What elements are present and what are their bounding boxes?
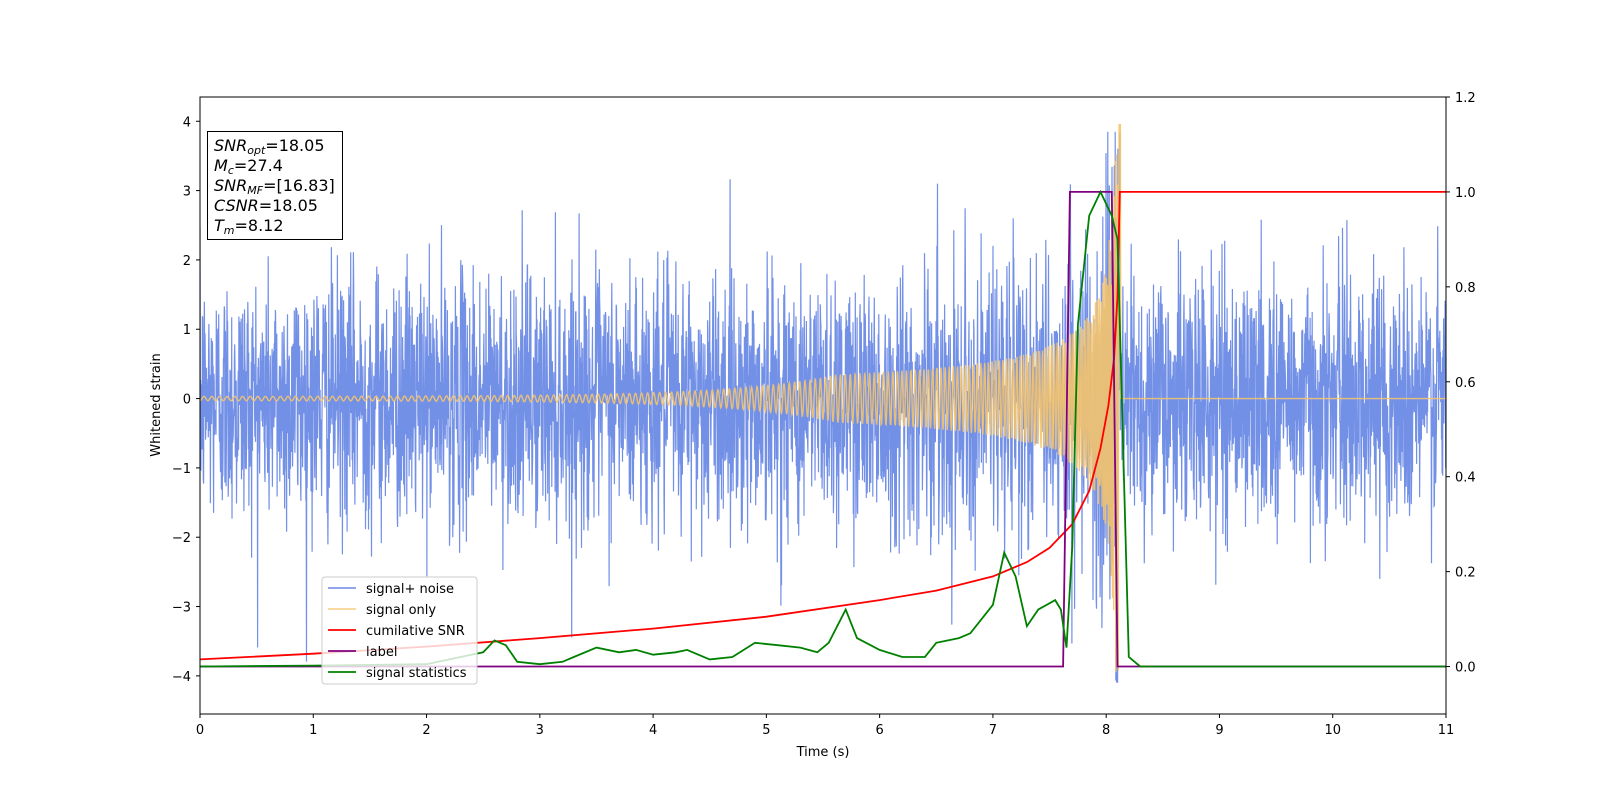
y2-tick-label: 0.2: [1455, 566, 1476, 581]
legend-label-signal-statistics: signal statistics: [366, 666, 467, 681]
y-tick-label: 2: [183, 254, 191, 269]
y-tick-label: −4: [172, 670, 191, 685]
y-axis-label: Whitened strain: [149, 353, 164, 456]
x-tick-label: 7: [989, 723, 997, 738]
axes-frame: [199, 96, 1447, 715]
y2-tick-label: 0.4: [1455, 471, 1476, 486]
series-layer: [200, 124, 1446, 683]
snr-opt-line: SNRopt=18.05: [214, 136, 325, 157]
series-signal-only-line: [200, 124, 1446, 673]
merger-time-line: Tm=8.12: [214, 216, 284, 237]
x-tick-label: 11: [1438, 723, 1455, 738]
x-tick-label: 3: [536, 723, 544, 738]
legend-label-label: label: [366, 645, 397, 660]
x-tick-label: 10: [1324, 723, 1341, 738]
y-tick-label: 0: [183, 393, 191, 408]
y2-tick-label: 1.0: [1455, 186, 1476, 201]
legend-label-signal-noise: signal+ noise: [366, 582, 454, 597]
legend-label-cumilative-snr: cumilative SNR: [366, 624, 465, 639]
y-tick-label: −3: [172, 601, 191, 616]
x-axis-ticks: 0 1 2 3 4 5 6 7 8 9 10 11: [196, 714, 1454, 738]
x-tick-label: 9: [1215, 723, 1223, 738]
csnr-line: CSNR=18.05: [214, 196, 318, 215]
y-axis-ticks: 4 3 2 1 0 −1 −2 −3 −4: [172, 115, 200, 685]
y2-tick-label: 0.6: [1455, 376, 1476, 391]
x-tick-label: 1: [309, 723, 317, 738]
x-tick-label: 4: [649, 723, 657, 738]
legend: signal+ noise signal only cumilative SNR la…: [321, 576, 478, 685]
x-tick-label: 8: [1102, 723, 1110, 738]
y2-tick-label: 0.8: [1455, 281, 1476, 296]
snr-mf-line: SNRMF=[16.83]: [214, 176, 335, 197]
x-axis-label: Time (s): [796, 745, 850, 760]
y-tick-label: −1: [172, 462, 191, 477]
y-tick-label: −2: [172, 531, 191, 546]
x-tick-label: 6: [875, 723, 883, 738]
x-tick-label: 0: [196, 723, 204, 738]
legend-label-signal-only: signal only: [366, 603, 436, 618]
series-signal-noise-line: [200, 131, 1446, 683]
x-tick-label: 2: [422, 723, 430, 738]
y2-axis-ticks: 1.2 1.0 0.8 0.6 0.4 0.2 0.0: [1446, 91, 1476, 676]
y2-tick-label: 0.0: [1455, 661, 1476, 676]
chirp-mass-line: Mc=27.4: [214, 156, 283, 177]
y-tick-label: 1: [183, 323, 191, 338]
legend-frame: [321, 576, 478, 685]
y2-tick-label: 1.2: [1455, 91, 1476, 106]
y-tick-label: 3: [183, 185, 191, 200]
x-tick-label: 5: [762, 723, 770, 738]
y-tick-label: 4: [183, 115, 191, 130]
stats-annotation-box: SNRopt=18.05 Mc=27.4 SNRMF=[16.83] CSNR=…: [207, 131, 343, 240]
series-signal-statistics-line: [200, 189, 1446, 668]
